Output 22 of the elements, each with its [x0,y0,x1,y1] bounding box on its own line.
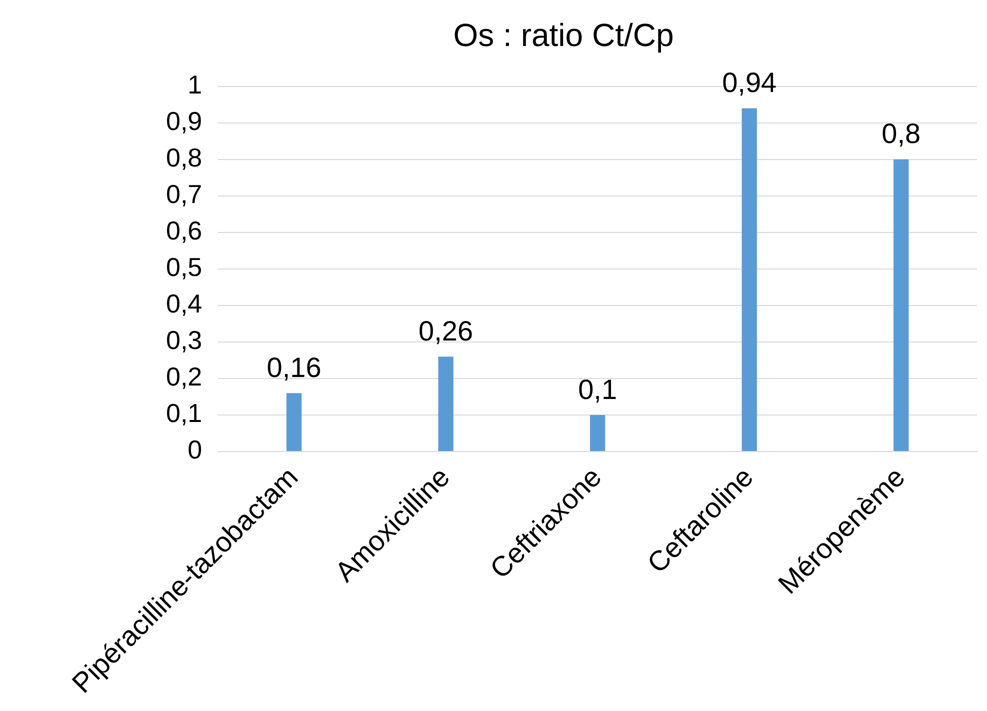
chart-title: Os : ratio Ct/Cp [453,17,674,54]
y-tick-label: 0,1 [166,398,202,428]
bar [286,393,302,452]
data-label: 0,8 [882,118,921,150]
y-tick-label: 0,3 [166,325,202,356]
data-label: 0,26 [418,315,474,346]
y-tick-label: 0,8 [166,142,202,173]
y-tick-label: 0,9 [166,106,202,136]
bar [438,356,454,452]
bar [894,159,909,452]
y-tick-label: 0,5 [166,252,202,282]
y-tick-label: 0,7 [166,179,202,210]
bar [742,108,757,452]
data-label: 0,1 [578,374,618,405]
data-label: 0,94 [722,67,777,98]
y-tick-label: 0 [188,434,202,465]
y-tick-label: 0,6 [166,216,202,246]
y-tick-label: 0,2 [166,362,202,392]
y-tick-label: 1 [188,70,202,100]
y-tick-label: 0,4 [166,288,202,319]
bar [590,415,606,452]
data-label: 0,16 [266,352,322,383]
